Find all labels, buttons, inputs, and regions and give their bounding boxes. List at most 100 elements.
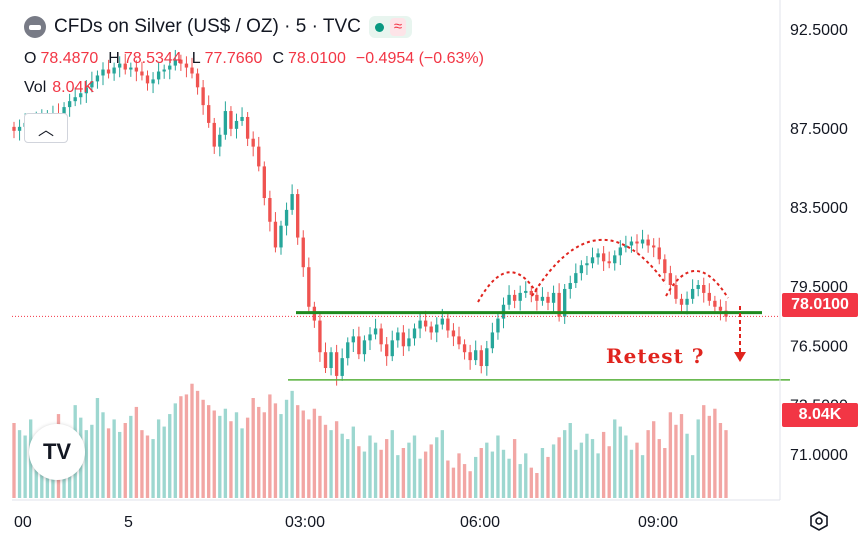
volume-bar (640, 455, 645, 498)
candle-body (184, 63, 189, 68)
collapse-legend-button[interactable]: ︿ (24, 113, 68, 143)
candle-body (423, 320, 428, 327)
candle-body (296, 194, 300, 238)
low-label: L (191, 50, 201, 67)
candle-body (551, 292, 556, 303)
candle-body (251, 138, 255, 147)
candle-body (596, 253, 600, 258)
volume-bar (323, 424, 328, 498)
volume-bar (574, 449, 578, 498)
candle-body (540, 296, 545, 301)
candle-body (201, 87, 205, 106)
volume-bar (318, 415, 322, 498)
open-value: 78.4870 (40, 50, 99, 67)
volume-bar (607, 446, 611, 498)
candle-body (646, 239, 650, 246)
price-tick-label: 79.5000 (790, 279, 848, 296)
volume-bar (279, 414, 283, 498)
volume-bar (234, 412, 239, 498)
volume-bar (368, 435, 372, 498)
volume-bar (429, 444, 433, 498)
delay-wave-icon: ≈ (389, 18, 407, 36)
volume-bar (290, 390, 294, 498)
volume-bar (613, 419, 617, 498)
candle-body (84, 87, 88, 94)
candle-body (396, 332, 400, 341)
candle-body (368, 334, 372, 341)
volume-value: 8.04K (52, 79, 95, 96)
volume-bar (635, 442, 639, 498)
candle-body (346, 342, 350, 359)
candle-body (17, 126, 22, 131)
candle-body (696, 285, 700, 289)
candle-body (73, 97, 77, 102)
chart-settings-icon[interactable] (808, 510, 830, 532)
volume-bar (179, 396, 183, 498)
candle-body (629, 241, 634, 246)
arc-head[interactable] (531, 238, 667, 297)
volume-bar (17, 430, 22, 498)
volume-bar (724, 430, 728, 498)
candle-body (106, 69, 111, 74)
volume-bar (479, 448, 483, 498)
time-axis-ticks: 00 5 03:00 06:00 09:00 (14, 514, 678, 531)
volume-bar (629, 449, 634, 498)
arc-right-shoulder[interactable] (665, 270, 729, 299)
candle-body (713, 300, 717, 307)
volume-bar (168, 414, 172, 498)
tradingview-logo[interactable]: TV (29, 424, 85, 480)
change-value: −0.4954 (−0.63%) (355, 50, 484, 67)
candle-body (474, 350, 478, 361)
arc-left-shoulder[interactable] (477, 271, 537, 303)
volume-bar (184, 394, 189, 498)
volume-bar (624, 435, 628, 498)
volume-bar (373, 442, 378, 498)
price-tick-label: 83.5000 (790, 200, 848, 217)
volume-bar (457, 453, 461, 498)
candle-body (574, 273, 578, 284)
high-label: H (108, 50, 120, 67)
volume-bar (529, 467, 533, 498)
volume-bar (151, 439, 155, 498)
volume-bar (540, 448, 545, 498)
candle-body (468, 352, 472, 361)
volume-bar (707, 415, 711, 498)
candle-body (590, 257, 595, 264)
volume-bar (301, 410, 305, 498)
symbol-title[interactable]: CFDs on Silver (US$ / OZ) · 5 · TVC (54, 16, 361, 37)
volume-bar (563, 430, 567, 498)
volume-bar (401, 448, 406, 498)
volume-bar (646, 430, 650, 498)
volume-bar (685, 433, 689, 498)
candle-body (207, 105, 211, 123)
price-tick-label: 76.5000 (790, 338, 848, 355)
volume-bar (546, 456, 550, 498)
volume-bar (118, 431, 122, 498)
time-tick-label: 5 (124, 514, 133, 531)
volume-bar (652, 421, 656, 498)
volume-bar (307, 419, 311, 498)
retest-annotation[interactable]: Retest ? (606, 344, 705, 368)
candle-body (290, 194, 294, 210)
candle-body (529, 290, 533, 295)
candle-body (112, 67, 116, 74)
volume-bar (718, 423, 723, 498)
candle-body (123, 63, 127, 70)
time-tick-label: 00 (14, 514, 32, 531)
volume-bar (679, 414, 684, 498)
volume-bar (674, 424, 678, 498)
candle-body (140, 71, 144, 76)
volume-bar (696, 419, 700, 498)
volume-bar (435, 437, 439, 498)
candle-body (156, 71, 161, 80)
candle-body (318, 320, 322, 353)
candle-body (412, 328, 417, 339)
candle-body (579, 265, 584, 274)
candle-body (429, 326, 433, 333)
candle-body (702, 285, 706, 293)
candle-body (62, 107, 66, 115)
volume-bar (129, 415, 133, 498)
market-status-pill[interactable]: ≈ (368, 16, 413, 38)
candle-body (674, 285, 678, 299)
